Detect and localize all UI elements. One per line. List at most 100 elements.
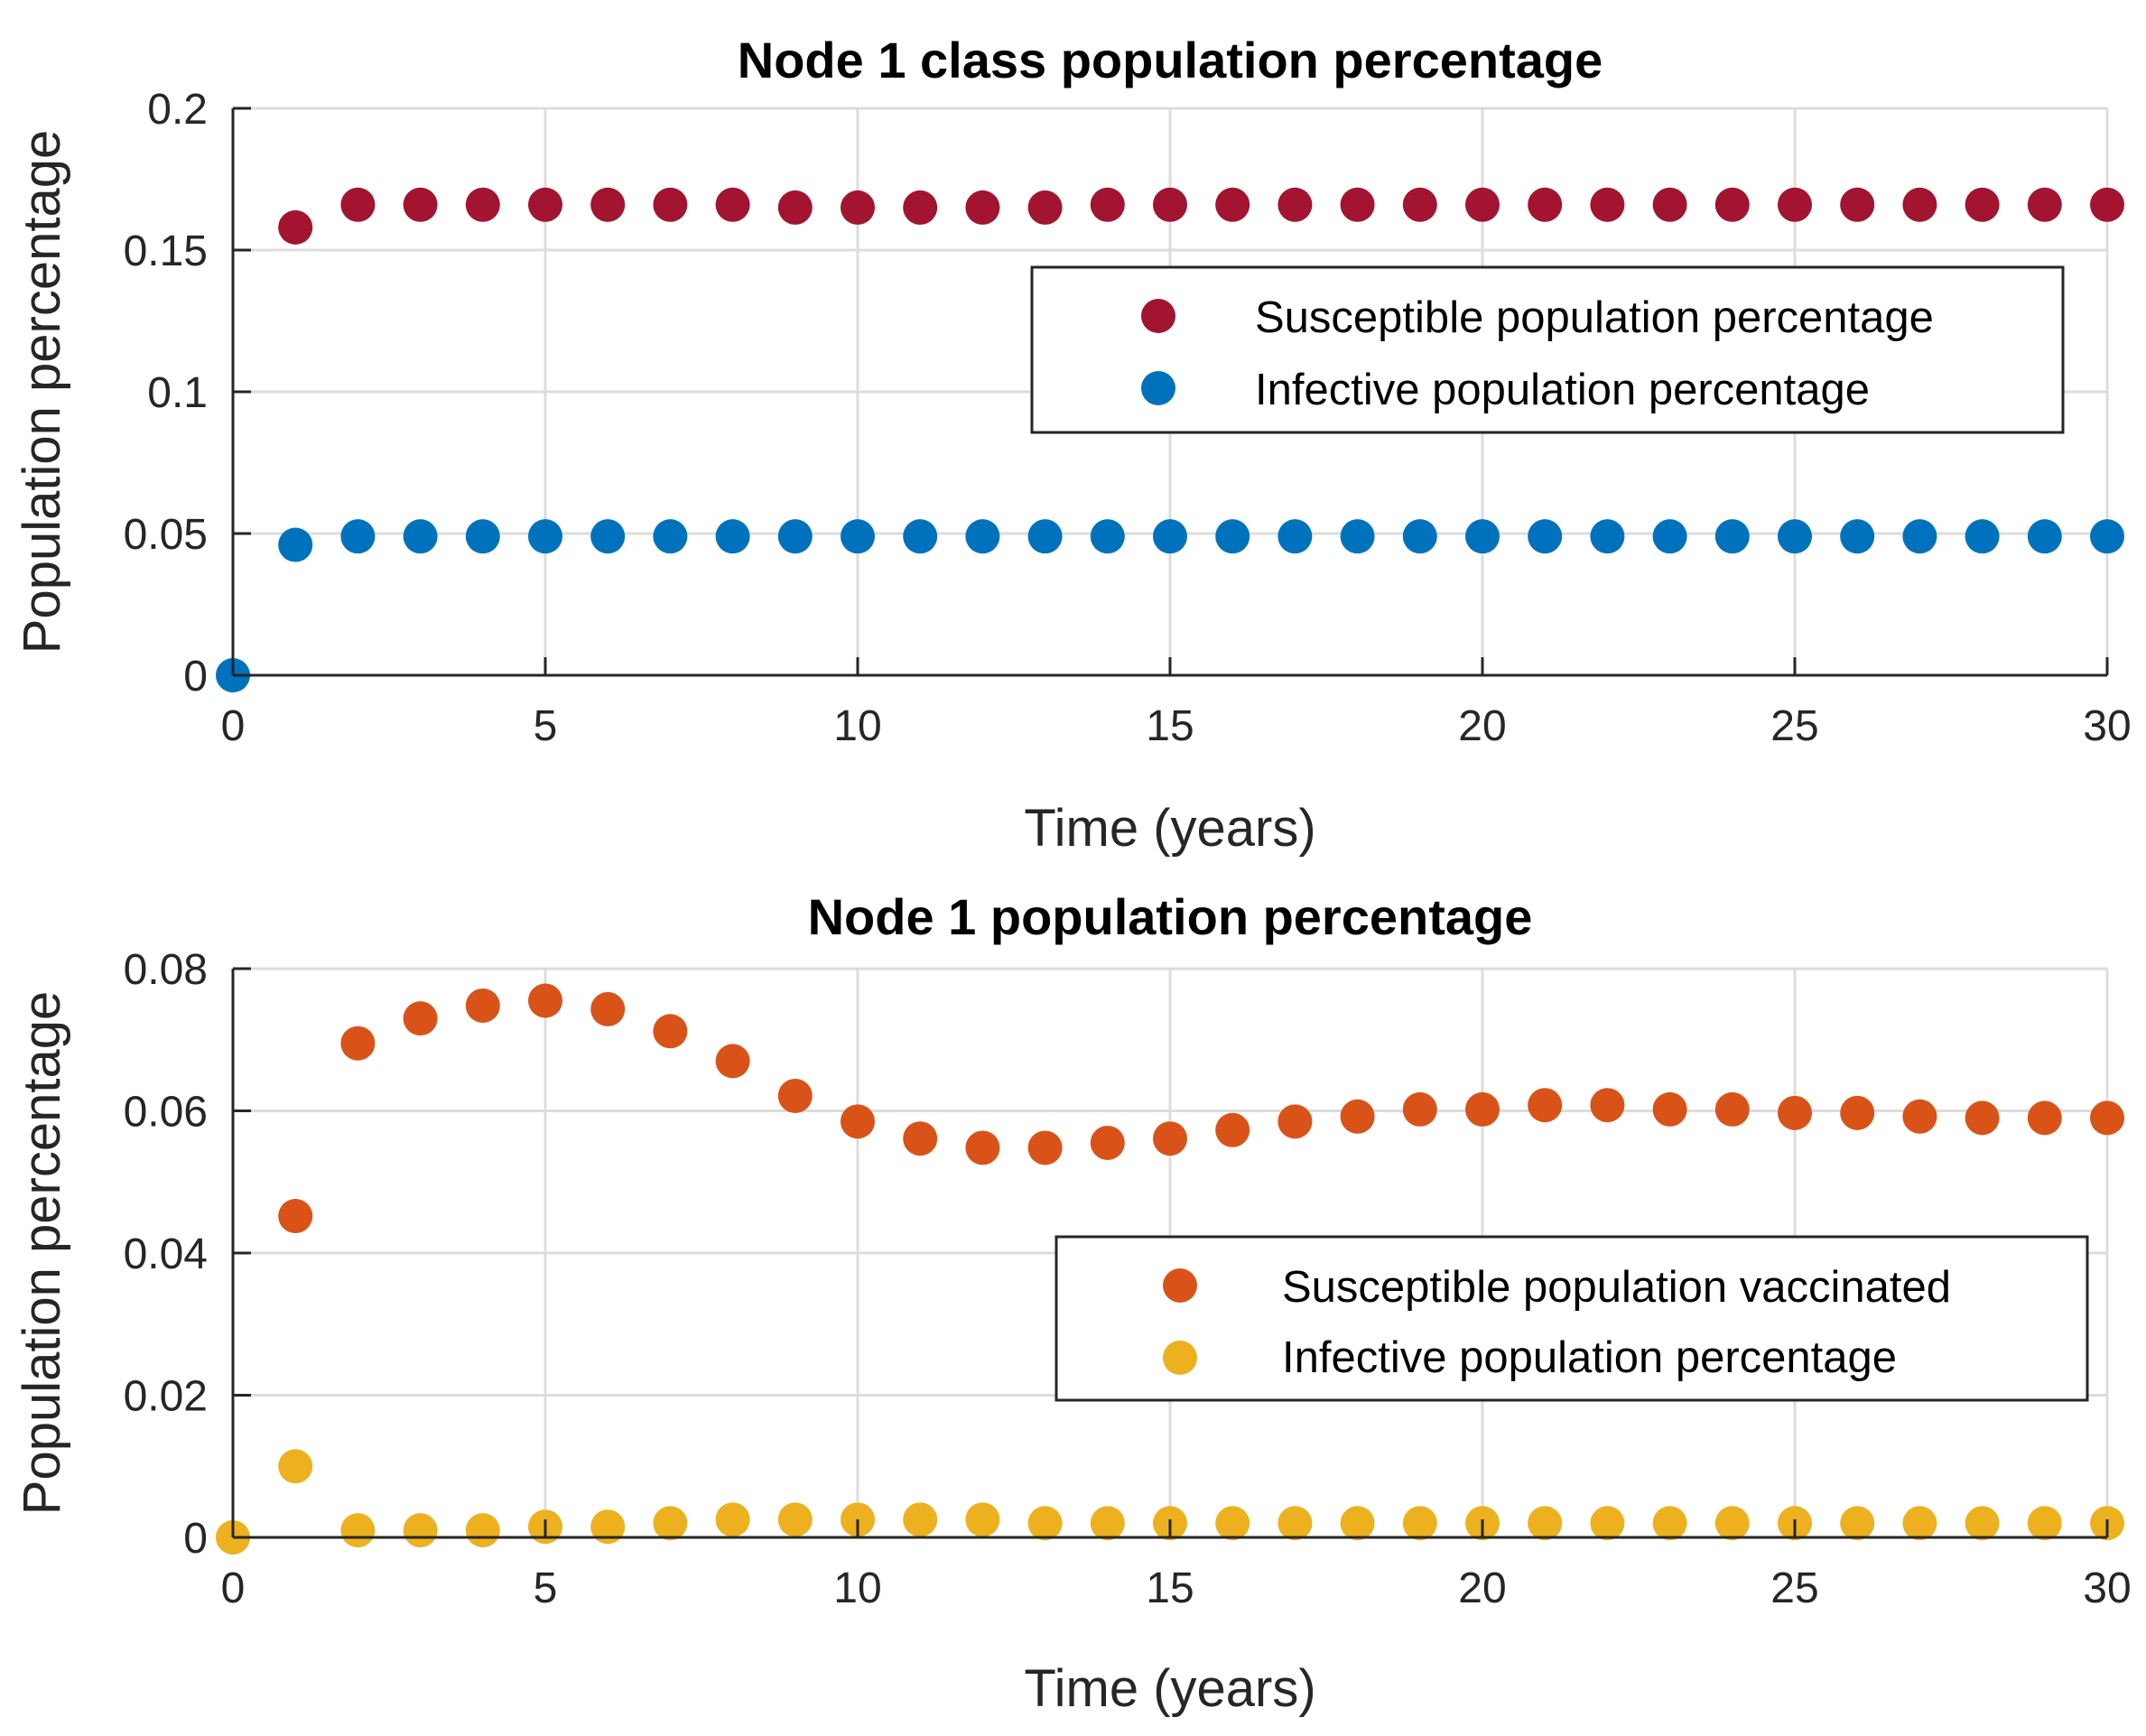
data-point	[1153, 519, 1187, 554]
data-point	[1402, 1091, 1437, 1127]
y-tick-label: 0.1	[147, 369, 208, 417]
data-point	[1714, 1091, 1750, 1127]
data-point	[1027, 1506, 1063, 1541]
data-point	[1465, 187, 1500, 222]
x-axis-label-2: Time (years)	[1024, 1659, 1315, 1718]
data-point	[715, 1502, 750, 1537]
data-point	[903, 1502, 938, 1537]
data-point	[340, 1026, 376, 1061]
legend-marker	[1141, 299, 1175, 333]
y-tick-label: 0	[183, 653, 208, 701]
legend-marker	[1163, 1268, 1197, 1303]
data-point	[1965, 519, 2000, 554]
data-point	[1153, 1121, 1187, 1156]
data-point	[903, 1121, 938, 1156]
data-point	[1902, 1506, 1937, 1541]
x-tick-label: 10	[833, 702, 881, 750]
x-tick-label: 25	[1770, 702, 1818, 750]
x-tick-label: 0	[221, 702, 246, 750]
data-point	[590, 1509, 626, 1545]
data-point	[965, 190, 1000, 225]
data-point	[465, 988, 500, 1023]
tick-labels-1: 0 5 10 15 20 25 30 0 0.05 0.1 0.15 0.2	[124, 86, 2132, 750]
data-point	[1340, 1506, 1375, 1541]
data-point	[590, 187, 626, 222]
x-tick-label: 20	[1458, 1564, 1506, 1612]
data-point	[1090, 187, 1125, 222]
data-point	[1590, 1088, 1625, 1123]
data-point	[278, 209, 313, 245]
axes-1	[231, 107, 2109, 677]
data-point	[1714, 187, 1750, 222]
data-point	[653, 187, 688, 222]
data-point	[777, 1502, 813, 1537]
data-point	[2027, 519, 2062, 554]
data-point	[1652, 1091, 1687, 1127]
data-point	[1840, 1095, 1875, 1130]
data-point	[777, 1078, 813, 1113]
y-tick-label: 0.06	[124, 1089, 208, 1137]
data-point	[715, 519, 750, 554]
legend-label-infective-2: Infective population percentage	[1282, 1333, 1897, 1382]
data-point	[653, 1506, 688, 1541]
data-point	[465, 519, 500, 554]
data-point	[403, 1001, 438, 1036]
data-point	[1277, 1506, 1313, 1541]
legend-box-1	[1030, 265, 2065, 434]
data-point	[278, 1199, 313, 1234]
legend-markers-1	[1141, 299, 1175, 405]
legend-label-vaccinated: Susceptible population vaccinated	[1282, 1263, 1951, 1312]
x-tick-label: 30	[2083, 702, 2131, 750]
data-point	[1965, 187, 2000, 222]
data-point	[2027, 187, 2062, 222]
data-point	[1528, 1088, 1563, 1123]
legend-label-infective: Infective population percentage	[1255, 366, 1870, 414]
data-point	[653, 519, 688, 554]
data-point	[1340, 1099, 1375, 1134]
data-point	[1652, 1506, 1687, 1541]
x-tick-label: 10	[833, 1564, 881, 1612]
data-point	[1840, 1506, 1875, 1541]
data-point	[1652, 187, 1687, 222]
data-point	[340, 1513, 376, 1548]
legend-box-2	[1054, 1235, 2089, 1402]
x-axis-label-1: Time (years)	[1024, 799, 1315, 858]
data-point	[1215, 519, 1250, 554]
data-point	[590, 991, 626, 1026]
data-point	[653, 1014, 688, 1049]
data-point	[1590, 1506, 1625, 1541]
x-tick-label: 5	[534, 1564, 558, 1612]
data-point	[528, 187, 562, 222]
x-tick-label: 15	[1146, 1564, 1194, 1612]
data-point	[841, 519, 875, 554]
y-axis-label-1: Population percentage	[13, 130, 71, 654]
y-tick-label: 0.04	[124, 1230, 208, 1278]
data-point	[465, 187, 500, 222]
legend-marker	[1163, 1341, 1197, 1375]
data-point	[1215, 187, 1250, 222]
chart-title-2: Node 1 population percentage	[808, 888, 1533, 945]
data-point	[1215, 1506, 1250, 1541]
data-point	[1840, 519, 1875, 554]
x-tick-label: 30	[2083, 1564, 2131, 1612]
data-point	[1714, 519, 1750, 554]
data-point	[1465, 1091, 1500, 1127]
chart-title-1: Node 1 class population percentage	[738, 32, 1603, 88]
y-tick-label: 0	[183, 1515, 208, 1563]
y-axis-label-2: Population percentage	[13, 991, 71, 1515]
series-2	[216, 519, 2124, 692]
data-point	[965, 1502, 1000, 1537]
data-point	[965, 1130, 1000, 1165]
data-point	[841, 190, 875, 225]
x-tick-label: 5	[534, 702, 558, 750]
data-point	[1965, 1506, 2000, 1541]
data-point	[1965, 1100, 2000, 1136]
data-point	[2090, 519, 2124, 554]
data-point	[1090, 1506, 1125, 1541]
data-point	[1778, 187, 1812, 222]
legend-2: Susceptible population vaccinated Infect…	[1054, 1235, 2089, 1402]
x-tick-label: 20	[1458, 702, 1506, 750]
data-point	[403, 1513, 438, 1548]
data-point	[1402, 519, 1437, 554]
data-point	[340, 187, 376, 222]
